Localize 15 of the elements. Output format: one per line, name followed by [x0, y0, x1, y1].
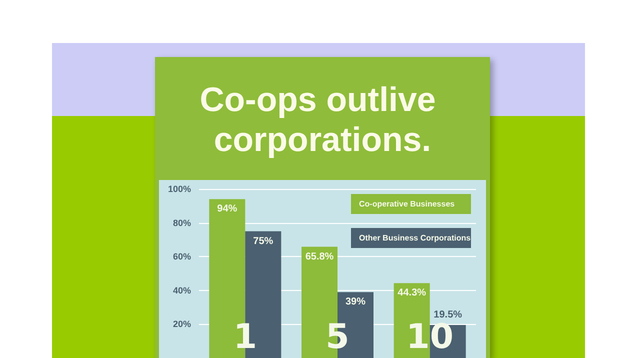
data-label: 65.8% — [305, 251, 334, 262]
text: Co-operative Businesses — [359, 200, 456, 208]
data-label: 75% — [253, 236, 274, 247]
data-label: 94% — [217, 204, 238, 215]
y-tick-label: 20% — [172, 319, 191, 330]
y-tick-label: 80% — [172, 218, 191, 228]
data-label: 39% — [345, 296, 366, 308]
text: Other Business Corporations — [359, 234, 472, 242]
x-tick-label: 5 — [326, 317, 350, 357]
y-tick-label: 40% — [172, 285, 191, 296]
data-label: 44.3% — [398, 288, 426, 299]
y-tick-label: 60% — [172, 252, 191, 262]
chart-title: Co-ops outlive corporations. — [200, 81, 446, 159]
x-tick-label: 1 — [233, 317, 258, 357]
y-tick-label: 100% — [168, 184, 191, 194]
